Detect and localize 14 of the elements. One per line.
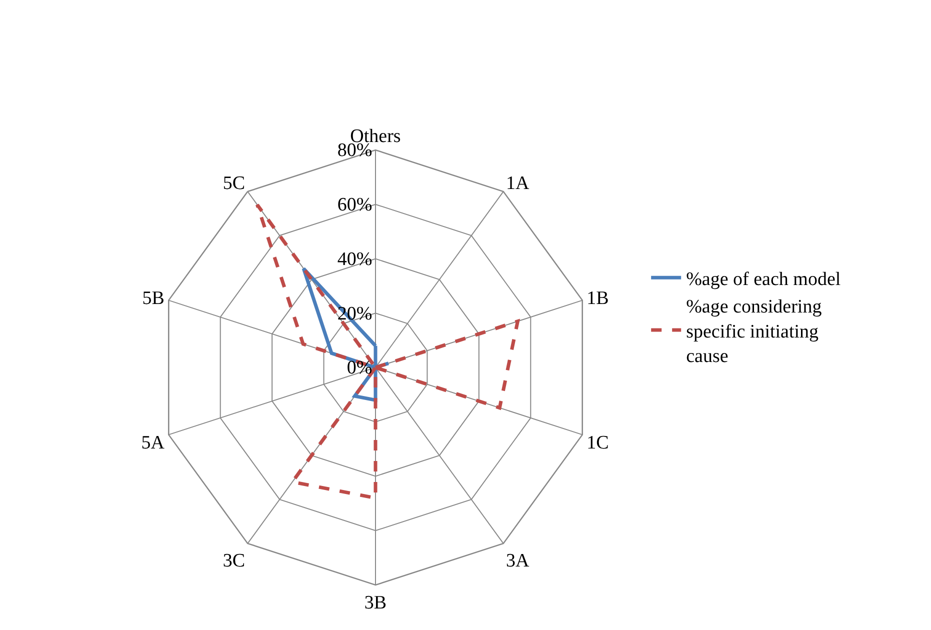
legend-label: %age of each model xyxy=(686,269,841,290)
spoke-label: 5B xyxy=(142,288,164,310)
spoke-label: 3A xyxy=(506,550,530,572)
spoke-label: 5A xyxy=(141,432,165,454)
y-tick-label: 60% xyxy=(337,194,372,216)
spoke-label: 1C xyxy=(586,432,609,454)
y-tick-label: 0% xyxy=(346,358,372,379)
spoke-label: 3C xyxy=(222,550,246,572)
spoke-label: 3B xyxy=(364,592,387,614)
spoke-label: 5C xyxy=(222,172,246,194)
legend-label: %age considering specific initiating cause xyxy=(686,296,822,368)
spoke-label: 1A xyxy=(506,172,530,194)
y-tick-label: 40% xyxy=(337,248,372,270)
spoke-label: 1B xyxy=(586,288,609,310)
